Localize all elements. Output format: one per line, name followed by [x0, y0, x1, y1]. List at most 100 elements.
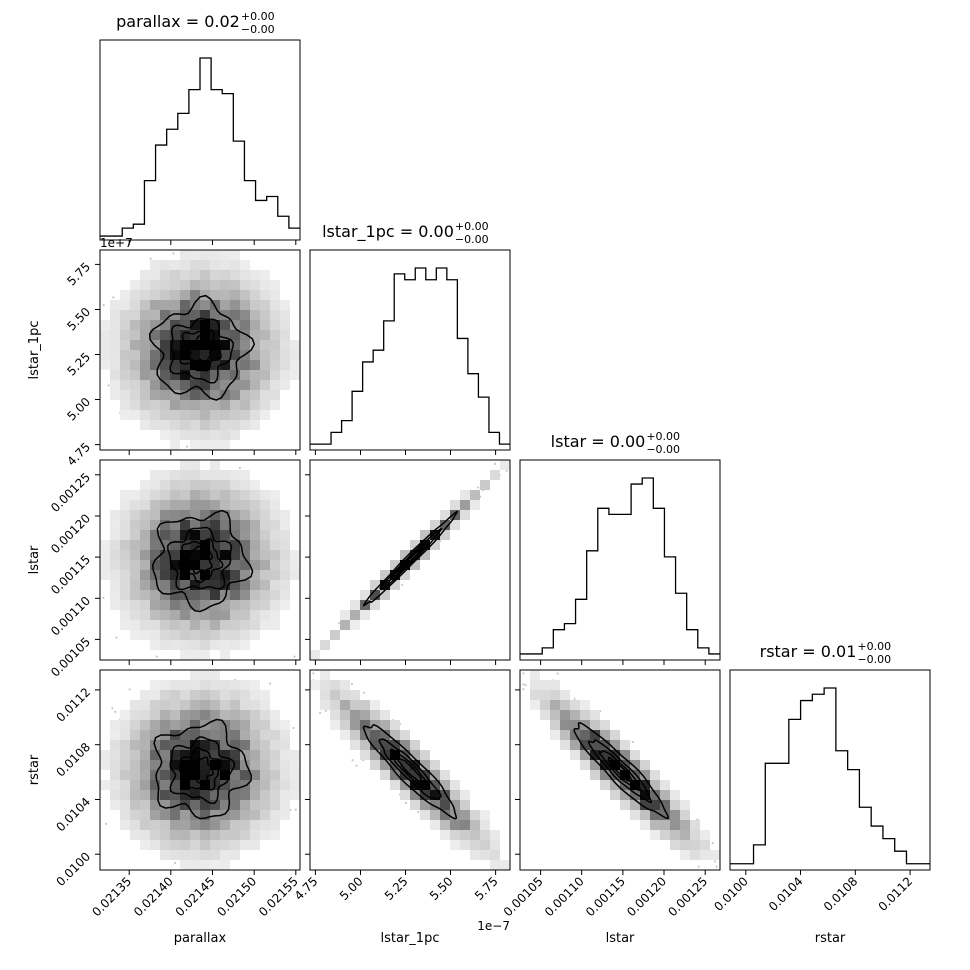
density-cell — [230, 570, 240, 580]
sample-point — [363, 691, 366, 694]
density-cell — [150, 540, 160, 550]
density-cell — [220, 610, 230, 620]
density-cell — [320, 680, 330, 690]
density-cell — [150, 510, 160, 520]
density-cell — [150, 700, 160, 710]
density-cell — [190, 440, 200, 450]
density-cell — [130, 790, 140, 800]
density-cell — [250, 820, 260, 830]
density-cell — [400, 730, 410, 740]
density-cell — [120, 570, 130, 580]
density-cell — [370, 710, 380, 720]
density-cell — [160, 300, 170, 310]
density-cell — [670, 790, 680, 800]
density-cell — [120, 340, 130, 350]
density-cell — [190, 680, 200, 690]
density-cell — [160, 260, 170, 270]
density-cell — [210, 310, 220, 320]
density-cell — [240, 680, 250, 690]
density-cell — [150, 520, 160, 530]
density-cell — [200, 480, 210, 490]
density-cell — [220, 810, 230, 820]
density-cell — [220, 770, 230, 780]
density-cell — [230, 330, 240, 340]
density-cell — [380, 730, 390, 740]
x-tick-label: 5.50 — [427, 874, 456, 903]
density-cell — [170, 530, 180, 540]
density-cell — [420, 780, 430, 790]
density-cell — [260, 410, 270, 420]
density-cell — [260, 750, 270, 760]
density-cell — [140, 410, 150, 420]
density-cell — [200, 530, 210, 540]
density-cell — [650, 830, 660, 840]
density-cell — [260, 810, 270, 820]
density-cell — [180, 510, 190, 520]
density-cell — [260, 590, 270, 600]
density-cell — [170, 470, 180, 480]
density-cell — [160, 820, 170, 830]
density-cell — [130, 750, 140, 760]
density-cell — [270, 400, 280, 410]
density-cell — [220, 760, 230, 770]
contour-level-3 — [179, 329, 222, 372]
density-cell — [700, 840, 710, 850]
density-cell — [190, 480, 200, 490]
density-cell — [110, 300, 120, 310]
density-cell — [230, 410, 240, 420]
density-cell — [160, 510, 170, 520]
density-cell — [130, 800, 140, 810]
density-cell — [270, 800, 280, 810]
density-cell — [200, 350, 210, 360]
density-cell — [380, 570, 390, 580]
density-cell — [270, 740, 280, 750]
density-cell — [220, 780, 230, 790]
density-cell — [230, 310, 240, 320]
density-cell — [130, 720, 140, 730]
density-cell — [160, 470, 170, 480]
density-cell — [140, 560, 150, 570]
density-cell — [200, 620, 210, 630]
density-cell — [120, 820, 130, 830]
density-cell — [190, 650, 200, 660]
density-cell — [140, 420, 150, 430]
density-cell — [430, 790, 440, 800]
density-cell — [110, 780, 120, 790]
density-cell — [250, 840, 260, 850]
density-cell — [440, 780, 450, 790]
density-cell — [230, 500, 240, 510]
density-cell — [130, 610, 140, 620]
density-cell — [120, 750, 130, 760]
density-cell — [250, 720, 260, 730]
density-cell — [210, 250, 220, 260]
density-cell — [220, 380, 230, 390]
density-cell — [250, 680, 260, 690]
sample-point — [715, 865, 718, 868]
density-cell — [140, 320, 150, 330]
title-upper-error: +0.00 — [857, 640, 891, 653]
density-cell — [470, 500, 480, 510]
density-cell — [150, 380, 160, 390]
density-cell — [260, 290, 270, 300]
density-cell — [190, 390, 200, 400]
density-cell — [160, 760, 170, 770]
density-cell — [150, 680, 160, 690]
density-cell — [200, 550, 210, 560]
y-tick-label: 0.00120 — [48, 511, 93, 556]
density-cell — [110, 750, 120, 760]
density-cell — [100, 760, 110, 770]
density-cell — [340, 620, 350, 630]
density-cell — [200, 540, 210, 550]
density-cell — [440, 770, 450, 780]
title-lower-error: −0.00 — [857, 653, 891, 666]
density-cell — [270, 810, 280, 820]
density-cell — [190, 290, 200, 300]
density-cell — [200, 330, 210, 340]
density-cell — [490, 850, 500, 860]
density-cell — [270, 570, 280, 580]
density-cell — [180, 830, 190, 840]
y-axis-label-lstar_1pc: lstar_1pc — [27, 321, 42, 380]
density-cell — [220, 510, 230, 520]
x-axis-label-parallax: parallax — [174, 931, 227, 946]
density-cell — [260, 730, 270, 740]
